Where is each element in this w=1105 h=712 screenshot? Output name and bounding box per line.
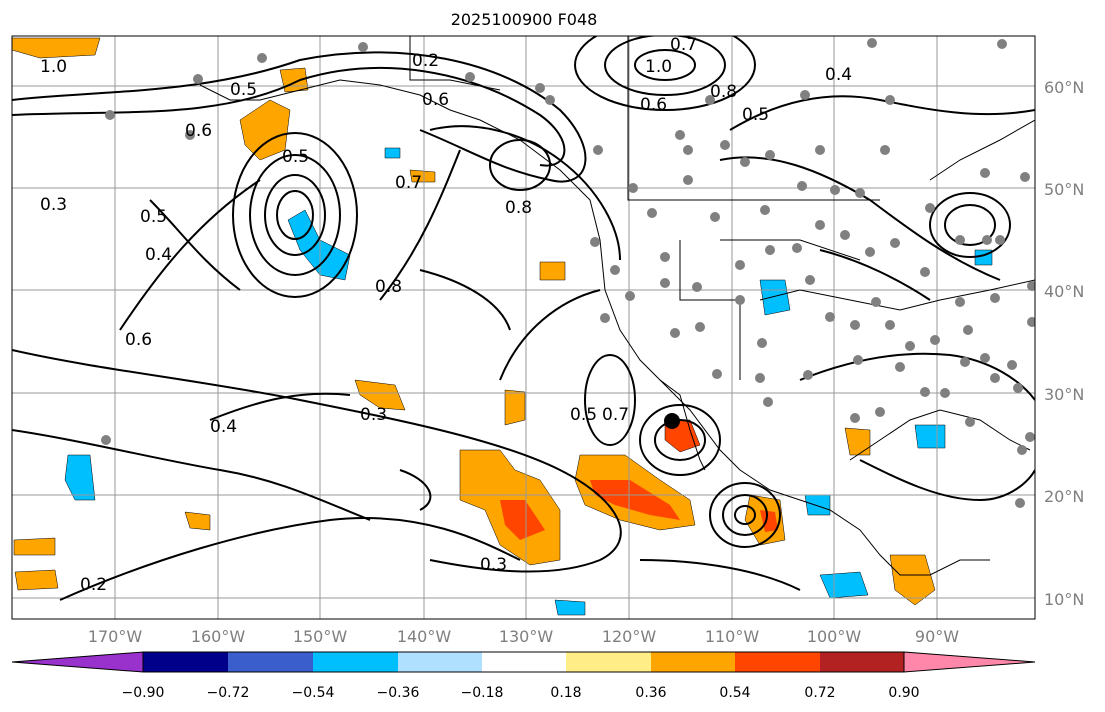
colorbar-segment [735, 652, 820, 672]
colorbar-tick: 0.72 [804, 685, 835, 701]
colorbar-tick: −0.72 [207, 685, 250, 701]
contour-label: 1.0 [645, 57, 672, 77]
contour-label: 0.6 [640, 95, 667, 115]
contour-label: 0.8 [710, 82, 737, 102]
lon-label-100w: 100°W [807, 627, 862, 646]
lon-label-130w: 130°W [499, 627, 554, 646]
contour-label: 0.6 [422, 90, 449, 110]
lon-label-110w: 110°W [705, 627, 760, 646]
colorbar-segment [651, 652, 735, 672]
contour-label: 0.3 [360, 405, 387, 425]
contour-label: 0.7 [395, 173, 422, 193]
colorbar-tick: 0.36 [635, 685, 666, 701]
contour-label: 0.4 [145, 245, 172, 265]
colorbar-segment [143, 652, 228, 672]
colorbar-segment [398, 652, 482, 672]
map-title: 2025100900 F048 [450, 10, 598, 29]
longitude-labels: 170°W 160°W 150°W 140°W 130°W 120°W 110°… [88, 627, 959, 646]
lon-label-90w: 90°W [915, 627, 959, 646]
colorbar-segment [313, 652, 398, 672]
contour-label: 0.7 [602, 405, 629, 425]
colorbar-tick: −0.54 [292, 685, 335, 701]
contour-label: 0.3 [480, 555, 507, 575]
lat-label-60n: 60°N [1044, 78, 1084, 97]
contour-label: 0.7 [670, 35, 697, 55]
lon-label-170w: 170°W [88, 627, 143, 646]
lat-label-10n: 10°N [1044, 590, 1084, 609]
contour-label: 0.5 [570, 405, 597, 425]
contour-label: 0.2 [412, 51, 439, 71]
contour-lines [12, 36, 1035, 601]
contour-label-group: 0.2 0.2 0.3 0.3 0.3 0.4 0.4 0.4 0.5 0.5 … [40, 35, 852, 595]
colorbar-segment [228, 652, 313, 672]
contour-label: 0.6 [125, 330, 152, 350]
contour-label: 0.3 [40, 195, 67, 215]
lon-label-150w: 150°W [293, 627, 348, 646]
contour-label: 0.6 [185, 121, 212, 141]
contour-label: 0.4 [210, 417, 237, 437]
coastlines [199, 36, 1035, 576]
colorbar-tick: 0.54 [719, 685, 750, 701]
colorbar-extend-right [903, 651, 1036, 673]
contour-label: 0.5 [282, 147, 309, 167]
lon-label-160w: 160°W [191, 627, 246, 646]
highlight-marker [664, 413, 680, 429]
contour-label: 0.8 [505, 198, 532, 218]
map-frame [11, 35, 1036, 620]
latitude-labels: 60°N 50°N 40°N 30°N 20°N 10°N [1044, 78, 1084, 609]
colorbar-segment [820, 652, 904, 672]
colorbar: −0.90 −0.72 −0.54 −0.36 −0.18 0.18 0.36 … [11, 651, 1036, 701]
lat-label-50n: 50°N [1044, 180, 1084, 199]
contour-label: 0.2 [80, 575, 107, 595]
graticule [12, 36, 1035, 619]
lat-label-40n: 40°N [1044, 282, 1084, 301]
colorbar-segment [482, 652, 566, 672]
lon-label-120w: 120°W [602, 627, 657, 646]
lat-label-30n: 30°N [1044, 385, 1084, 404]
contour-label: 0.5 [230, 80, 257, 100]
lat-label-20n: 20°N [1044, 487, 1084, 506]
contour-label: 0.5 [140, 207, 167, 227]
colorbar-tick: −0.36 [377, 685, 420, 701]
contour-label: 0.4 [825, 65, 852, 85]
colorbar-tick: 0.90 [888, 685, 919, 701]
colorbar-tick: −0.18 [461, 685, 504, 701]
contour-label: 1.0 [40, 57, 67, 77]
lon-label-140w: 140°W [397, 627, 452, 646]
colorbar-tick: −0.90 [122, 685, 165, 701]
station-points [101, 38, 1035, 508]
colorbar-segment [566, 652, 651, 672]
contour-label: 0.8 [375, 277, 402, 297]
colorbar-extend-left [11, 651, 144, 673]
colorbar-tick: 0.18 [550, 685, 581, 701]
contour-label: 0.5 [742, 105, 769, 125]
